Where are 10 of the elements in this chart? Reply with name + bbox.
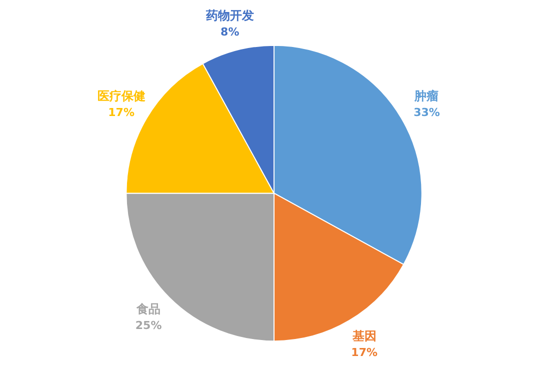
slice-label: 食品: [136, 302, 161, 316]
slice-label: 药物开发: [204, 8, 254, 23]
slice-label: 医疗保健: [97, 89, 146, 104]
slice-label: 基因: [351, 329, 376, 344]
data-label: 17%: [108, 106, 134, 120]
data-label: 17%: [351, 346, 378, 360]
slice-label: 肿瘤: [414, 89, 439, 104]
data-label: 33%: [414, 106, 440, 120]
data-label: 8%: [220, 26, 240, 39]
data-label: 25%: [135, 319, 162, 332]
